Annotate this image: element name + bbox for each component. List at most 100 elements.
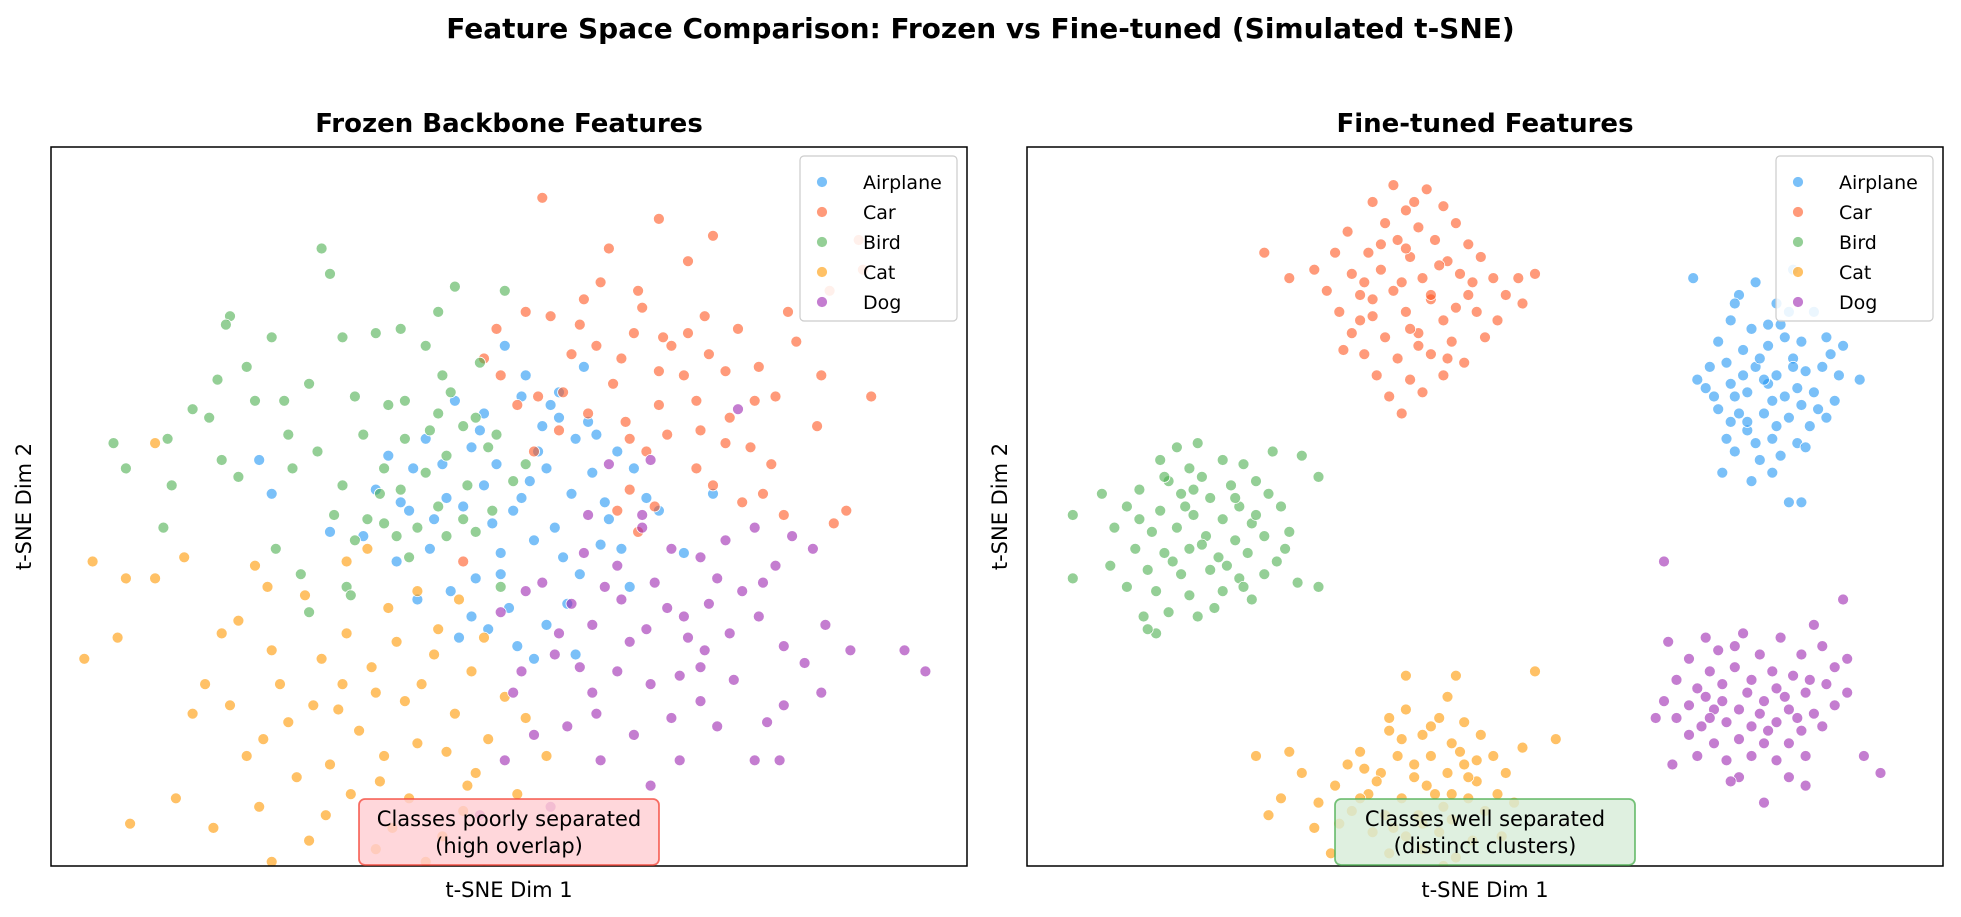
scatter-point	[1733, 733, 1745, 745]
scatter-point	[457, 513, 470, 526]
scatter-point	[440, 449, 453, 462]
scatter-point	[1820, 678, 1833, 690]
scatter-point	[1341, 758, 1354, 771]
legend-marker	[1792, 206, 1804, 218]
scatter-point	[1221, 559, 1233, 572]
scatter-point	[120, 462, 132, 475]
scatter-point	[453, 593, 465, 606]
scatter-point	[1400, 669, 1412, 682]
scatter-point	[719, 365, 732, 378]
scatter-point	[507, 686, 520, 699]
scatter-point	[703, 348, 715, 361]
scatter-point	[398, 394, 411, 407]
scatter-point	[819, 619, 832, 631]
scatter-point	[232, 614, 245, 627]
scatter-point	[1237, 458, 1250, 471]
scatter-point	[1308, 822, 1321, 834]
annotation-frame	[358, 798, 660, 866]
scatter-point	[1733, 703, 1745, 716]
scatter-point	[411, 585, 424, 597]
scatter-point	[120, 572, 132, 585]
scatter-point	[648, 500, 661, 513]
annotation-frame	[1334, 798, 1636, 866]
scatter-point	[1762, 318, 1774, 331]
annotation-text: (high overlap)	[435, 834, 583, 858]
scatter-point	[490, 322, 503, 335]
scatter-point	[1837, 593, 1849, 606]
scatter-point	[1191, 610, 1204, 623]
scatter-point	[432, 407, 445, 420]
scatter-point	[569, 432, 582, 445]
scatter-point	[611, 665, 624, 678]
scatter-point	[1400, 242, 1412, 255]
scatter-point	[369, 327, 382, 340]
scatter-point	[1833, 369, 1845, 382]
scatter-point	[1791, 712, 1804, 724]
scatter-point	[1716, 695, 1729, 707]
scatter-point	[519, 585, 532, 597]
scatter-point	[1803, 674, 1816, 686]
scatter-point	[1166, 555, 1179, 568]
scatter-point	[382, 602, 395, 614]
scatter-point	[1383, 712, 1396, 724]
scatter-point	[1104, 559, 1117, 572]
axes-frame	[1026, 146, 1944, 867]
scatter-point	[344, 788, 357, 800]
scatter-point	[528, 534, 540, 547]
scatter-point	[1799, 441, 1812, 454]
scatter-point	[1474, 729, 1487, 741]
scatter-point	[694, 661, 707, 674]
scatter-point	[1354, 289, 1366, 301]
scatter-point	[615, 542, 628, 555]
scatter-point	[199, 678, 212, 690]
scatter-point	[1250, 750, 1262, 762]
scatter-point	[732, 403, 744, 416]
scatter-point	[844, 644, 857, 657]
scatter-point	[1379, 217, 1391, 230]
annotation-text: Classes poorly separated	[377, 807, 641, 831]
scatter-point	[1458, 758, 1471, 771]
scatter-point	[324, 267, 336, 280]
scatter-point	[711, 572, 724, 585]
scatter-point	[1703, 712, 1716, 724]
scatter-point	[332, 703, 345, 716]
scatter-point	[1416, 386, 1429, 399]
scatter-point	[257, 733, 270, 745]
scatter-point	[1703, 665, 1716, 678]
scatter-point	[423, 542, 436, 555]
scatter-point	[303, 834, 316, 847]
scatter-point	[540, 750, 553, 762]
scatter-point	[344, 589, 357, 602]
scatter-point	[215, 454, 228, 466]
scatter-point	[1437, 369, 1450, 382]
scatter-point	[1458, 356, 1471, 369]
scatter-point	[1345, 267, 1358, 280]
scatter-point	[536, 420, 549, 433]
scatter-point	[1770, 420, 1783, 433]
scatter-point	[1412, 221, 1425, 234]
scatter-point	[827, 517, 840, 530]
scatter-point	[594, 276, 607, 289]
scatter-point	[1275, 792, 1287, 805]
scatter-point	[265, 855, 278, 866]
scatter-point	[1250, 475, 1262, 488]
scatter-point	[1816, 720, 1829, 733]
scatter-point	[1699, 382, 1712, 395]
scatter-point	[1329, 246, 1341, 259]
scatter-point	[290, 771, 303, 784]
scatter-point	[1487, 272, 1500, 285]
scatter-point	[1229, 534, 1242, 547]
scatter-point	[1683, 699, 1695, 712]
scatter-point	[398, 432, 411, 445]
scatter-point	[1387, 179, 1400, 192]
scatter-point	[378, 750, 391, 762]
scatter-point	[1708, 390, 1720, 403]
scatter-point	[723, 627, 736, 640]
scatter-point	[1728, 390, 1741, 403]
scatter-point	[1828, 661, 1841, 674]
scatter-point	[1333, 305, 1346, 318]
scatter-point	[536, 576, 549, 589]
scatter-point	[1416, 272, 1429, 285]
scatter-point	[1837, 339, 1849, 352]
scatter-point	[1258, 568, 1271, 581]
